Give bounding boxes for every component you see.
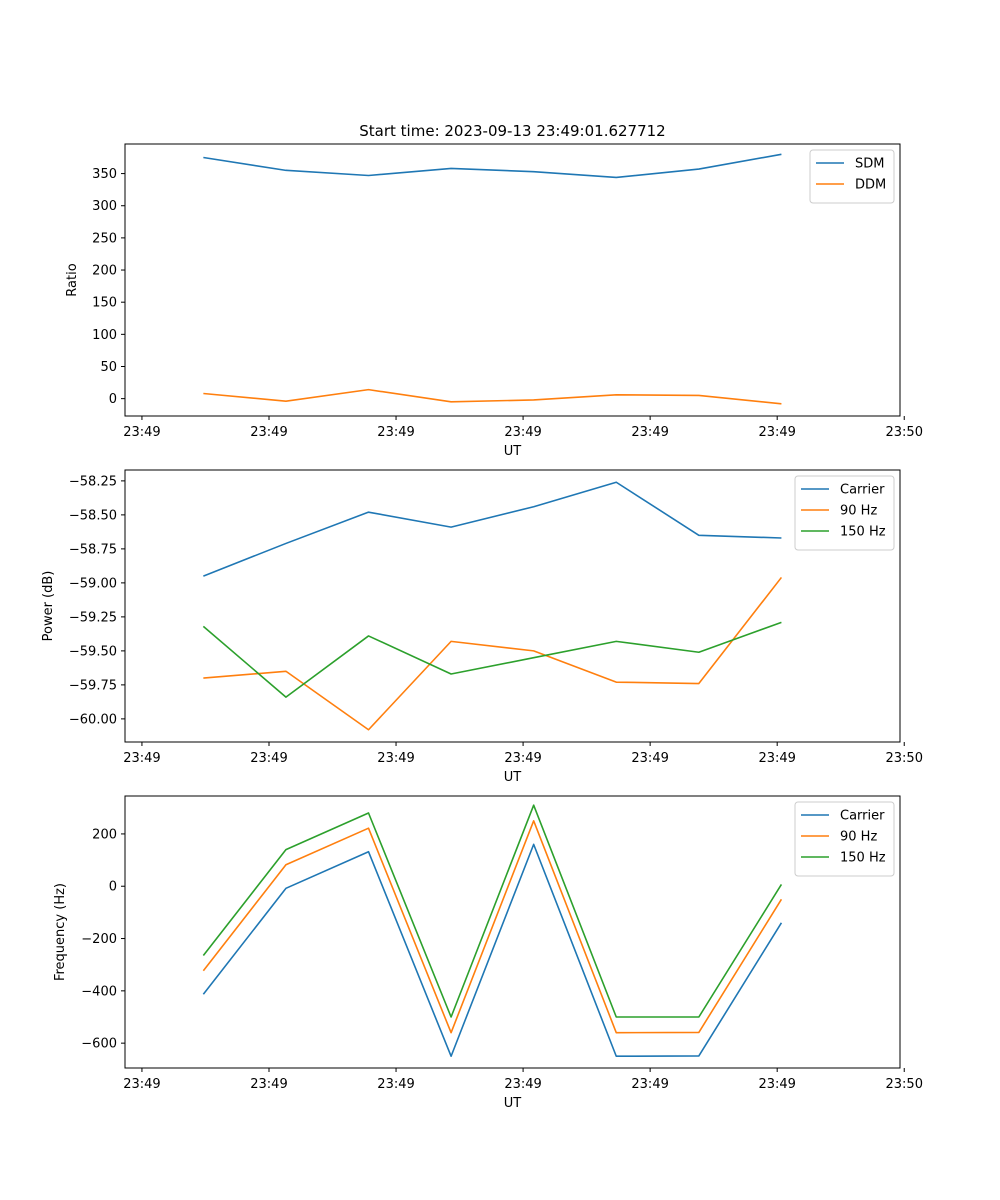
y-tick-label: 350 bbox=[92, 167, 117, 182]
x-tick-label: 23:49 bbox=[123, 1077, 160, 1092]
series-line-150-hz bbox=[202, 621, 782, 698]
x-tick-label: 23:49 bbox=[504, 751, 541, 766]
y-tick-label: 100 bbox=[92, 328, 117, 343]
y-tick-label: 50 bbox=[100, 360, 117, 375]
x-tick-label: 23:50 bbox=[886, 1077, 923, 1092]
axes-frame bbox=[124, 795, 901, 1069]
y-tick-label: −58.25 bbox=[69, 474, 117, 489]
legend: SDM DDM bbox=[809, 149, 895, 204]
subplot-1: 23:49 23:49 23:49 23:49 23:49 23:49 23:50 0 50 10… bbox=[65, 143, 923, 459]
subplots: 23:49 23:49 23:49 23:49 23:49 23:49 23:50 0 50 10… bbox=[41, 143, 923, 1111]
y-tick-label: 250 bbox=[92, 231, 117, 246]
legend: Carrier 90 Hz 150 Hz bbox=[794, 801, 895, 877]
y-tick-label: −60.00 bbox=[69, 712, 117, 727]
legend-entry: 150 Hz bbox=[840, 851, 886, 866]
y-tick-label: −400 bbox=[81, 984, 117, 999]
series-line-sdm bbox=[203, 153, 782, 179]
x-axis-label: UT bbox=[504, 444, 522, 459]
x-tick-label: 23:49 bbox=[377, 751, 414, 766]
x-tick-label: 23:49 bbox=[504, 1077, 541, 1092]
x-tick-label: 23:49 bbox=[377, 425, 414, 440]
x-tick-label: 23:50 bbox=[886, 425, 923, 440]
legend-entry: Carrier bbox=[840, 809, 885, 824]
y-tick-label: −59.25 bbox=[69, 610, 117, 625]
y-tick-label: −59.75 bbox=[69, 678, 117, 693]
x-tick-label: 23:49 bbox=[250, 425, 287, 440]
y-axis-label: Power (dB) bbox=[41, 571, 56, 642]
y-tick-label: −59.50 bbox=[69, 644, 117, 659]
axes-frame bbox=[124, 469, 901, 743]
legend-entry: 90 Hz bbox=[840, 504, 877, 519]
y-tick-label: −59.00 bbox=[69, 576, 117, 591]
legend-entry: DDM bbox=[855, 178, 886, 193]
series-line-carrier bbox=[202, 843, 783, 1058]
x-tick-label: 23:49 bbox=[631, 425, 668, 440]
y-tick-label: 200 bbox=[92, 264, 117, 279]
y-tick-label: 200 bbox=[92, 827, 117, 842]
y-tick-label: 300 bbox=[92, 199, 117, 214]
series-line-carrier bbox=[203, 481, 782, 577]
x-tick-label: 23:49 bbox=[758, 1077, 795, 1092]
x-axis-label: UT bbox=[504, 770, 522, 785]
legend: Carrier 90 Hz 150 Hz bbox=[794, 475, 895, 551]
y-tick-label: −600 bbox=[81, 1037, 117, 1052]
x-tick-label: 23:49 bbox=[504, 425, 541, 440]
y-axis-label: Ratio bbox=[65, 263, 80, 296]
legend-entry: 90 Hz bbox=[840, 830, 877, 845]
y-tick-label: 150 bbox=[92, 296, 117, 311]
y-tick-label: −58.50 bbox=[69, 508, 117, 523]
axes-frame bbox=[124, 143, 901, 417]
x-tick-label: 23:49 bbox=[250, 751, 287, 766]
series-line-150-hz bbox=[202, 804, 783, 1018]
subplot-3: 23:49 23:49 23:49 23:49 23:49 23:49 23:50 −600 −… bbox=[53, 795, 923, 1111]
x-tick-label: 23:50 bbox=[886, 751, 923, 766]
figure-title: Start time: 2023-09-13 23:49:01.627712 bbox=[359, 122, 665, 140]
series-line-ddm bbox=[203, 388, 782, 405]
series-line-90-hz bbox=[203, 576, 783, 731]
legend-entry: Carrier bbox=[840, 483, 885, 498]
x-axis-label: UT bbox=[504, 1096, 522, 1111]
legend-entry: 150 Hz bbox=[840, 525, 886, 540]
x-tick-label: 23:49 bbox=[123, 425, 160, 440]
y-tick-label: −58.75 bbox=[69, 542, 117, 557]
series-line-90-hz bbox=[202, 820, 783, 1034]
x-tick-label: 23:49 bbox=[631, 751, 668, 766]
x-tick-label: 23:49 bbox=[250, 1077, 287, 1092]
x-tick-label: 23:49 bbox=[123, 751, 160, 766]
y-axis-label: Frequency (Hz) bbox=[53, 883, 68, 981]
x-tick-label: 23:49 bbox=[377, 1077, 414, 1092]
y-tick-label: 0 bbox=[109, 392, 117, 407]
legend-entry: SDM bbox=[855, 157, 884, 172]
x-tick-label: 23:49 bbox=[758, 425, 795, 440]
x-tick-label: 23:49 bbox=[631, 1077, 668, 1092]
x-tick-label: 23:49 bbox=[758, 751, 795, 766]
y-tick-label: −200 bbox=[81, 932, 117, 947]
subplot-2: 23:49 23:49 23:49 23:49 23:49 23:49 23:50 −60.0… bbox=[41, 469, 923, 785]
y-tick-label: 0 bbox=[109, 880, 117, 895]
